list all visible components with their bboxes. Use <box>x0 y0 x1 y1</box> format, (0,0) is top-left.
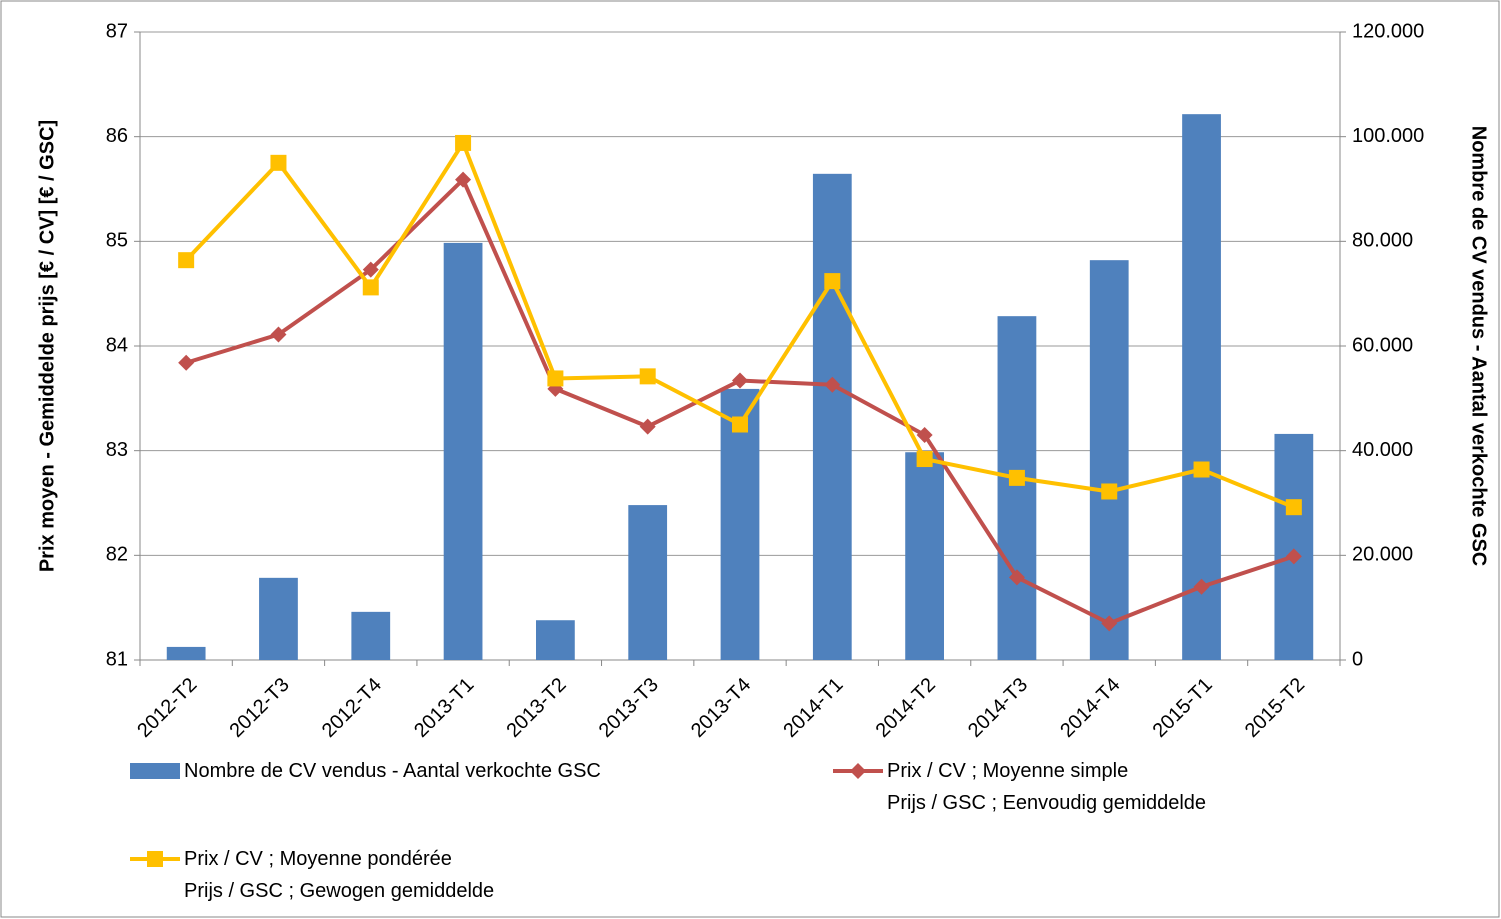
y2-tick-label: 60.000 <box>1352 334 1413 356</box>
marker <box>824 376 841 393</box>
bar <box>1274 433 1314 660</box>
legend-swatch <box>130 851 180 867</box>
y-tick-label: 83 <box>106 439 128 461</box>
marker <box>1008 569 1025 586</box>
bar <box>1182 114 1221 660</box>
y2-axis-title: Nombre de CV vendus - Aantal verkochte G… <box>1468 126 1490 566</box>
y-tick-label: 81 <box>106 648 128 670</box>
y2-tick-label: 20.000 <box>1352 544 1413 566</box>
marker <box>732 416 748 433</box>
bar <box>997 316 1037 660</box>
marker <box>1285 548 1302 565</box>
bar <box>443 242 483 661</box>
marker <box>1285 499 1302 516</box>
bar <box>720 388 760 660</box>
bar <box>1089 260 1129 660</box>
y-axis-title: Prix moyen - Gemiddelde prijs [€ / CV] [… <box>36 120 58 572</box>
bar <box>166 646 206 660</box>
y2-tick-label: 120.000 <box>1352 20 1424 42</box>
bar <box>905 452 944 660</box>
legend-label: Prix / CV ; Moyenne simple Prijs / GSC ;… <box>887 760 1207 814</box>
marker <box>270 326 287 343</box>
marker <box>1101 483 1118 500</box>
y-tick-label: 84 <box>106 334 128 356</box>
y-tick-label: 85 <box>106 230 128 252</box>
bar <box>812 173 852 660</box>
marker <box>455 134 472 151</box>
marker <box>1193 578 1210 595</box>
marker <box>178 354 195 371</box>
legend-swatch <box>833 763 883 779</box>
marker <box>455 171 472 188</box>
marker <box>639 418 656 435</box>
bar <box>536 620 575 660</box>
y2-tick-label: 40.000 <box>1352 439 1413 461</box>
y2-tick-label: 80.000 <box>1352 230 1413 252</box>
marker <box>916 426 933 443</box>
legend-label: Nombre de CV vendus - Aantal verkochte G… <box>184 760 601 782</box>
marker <box>1008 469 1025 486</box>
y2-tick-label: 0 <box>1352 648 1363 670</box>
marker <box>824 273 841 290</box>
bar <box>259 577 298 660</box>
legend-swatch <box>130 763 180 779</box>
legend-label: Prix / CV ; Moyenne pondérée Prijs / GSC… <box>184 848 495 902</box>
marker <box>732 372 748 389</box>
y2-tick-label: 100.000 <box>1352 125 1424 147</box>
marker <box>1101 615 1118 632</box>
bar <box>351 611 391 660</box>
marker <box>362 279 379 296</box>
marker <box>547 370 564 387</box>
bar <box>628 505 668 660</box>
marker <box>178 252 195 269</box>
marker <box>1193 461 1210 478</box>
y-tick-label: 86 <box>106 125 128 147</box>
marker <box>362 261 379 278</box>
marker <box>270 154 287 171</box>
y-tick-label: 87 <box>106 20 128 42</box>
marker <box>639 368 656 385</box>
marker <box>916 451 933 468</box>
y-tick-label: 82 <box>106 544 128 566</box>
